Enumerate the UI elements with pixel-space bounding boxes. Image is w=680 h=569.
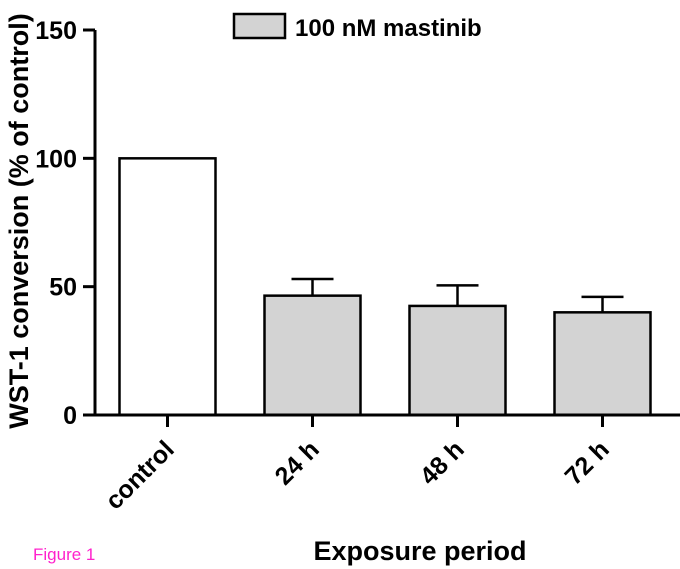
x-ticks-group: control 24 h 48 h 72 h bbox=[100, 415, 615, 515]
y-tick-label-0: 0 bbox=[63, 402, 77, 430]
bars-group bbox=[118, 157, 652, 417]
x-tick-label-1: 24 h bbox=[270, 435, 325, 490]
y-tick-label-3: 150 bbox=[35, 17, 77, 45]
figure-label: Figure 1 bbox=[33, 545, 96, 564]
bar-2 bbox=[408, 304, 507, 417]
legend: 100 nM mastinib bbox=[232, 12, 482, 42]
y-tick-label-1: 50 bbox=[49, 274, 77, 302]
y-ticks-group: 0 50 100 150 bbox=[35, 17, 95, 430]
x-axis-title: Exposure period bbox=[313, 536, 526, 566]
x-tick-label-0: control bbox=[100, 435, 180, 515]
bar-3 bbox=[553, 311, 652, 417]
x-tick-label-3: 72 h bbox=[560, 435, 615, 490]
bar-0 bbox=[118, 157, 217, 417]
x-tick-label-2: 48 h bbox=[415, 435, 470, 490]
y-axis-title: WST-1 conversion (% of control) bbox=[4, 13, 34, 429]
bar-1 bbox=[263, 294, 362, 417]
legend-swatch bbox=[232, 12, 287, 40]
y-tick-label-2: 100 bbox=[35, 145, 77, 173]
error-bars-group bbox=[291, 277, 624, 313]
legend-label: 100 nM mastinib bbox=[295, 15, 482, 42]
